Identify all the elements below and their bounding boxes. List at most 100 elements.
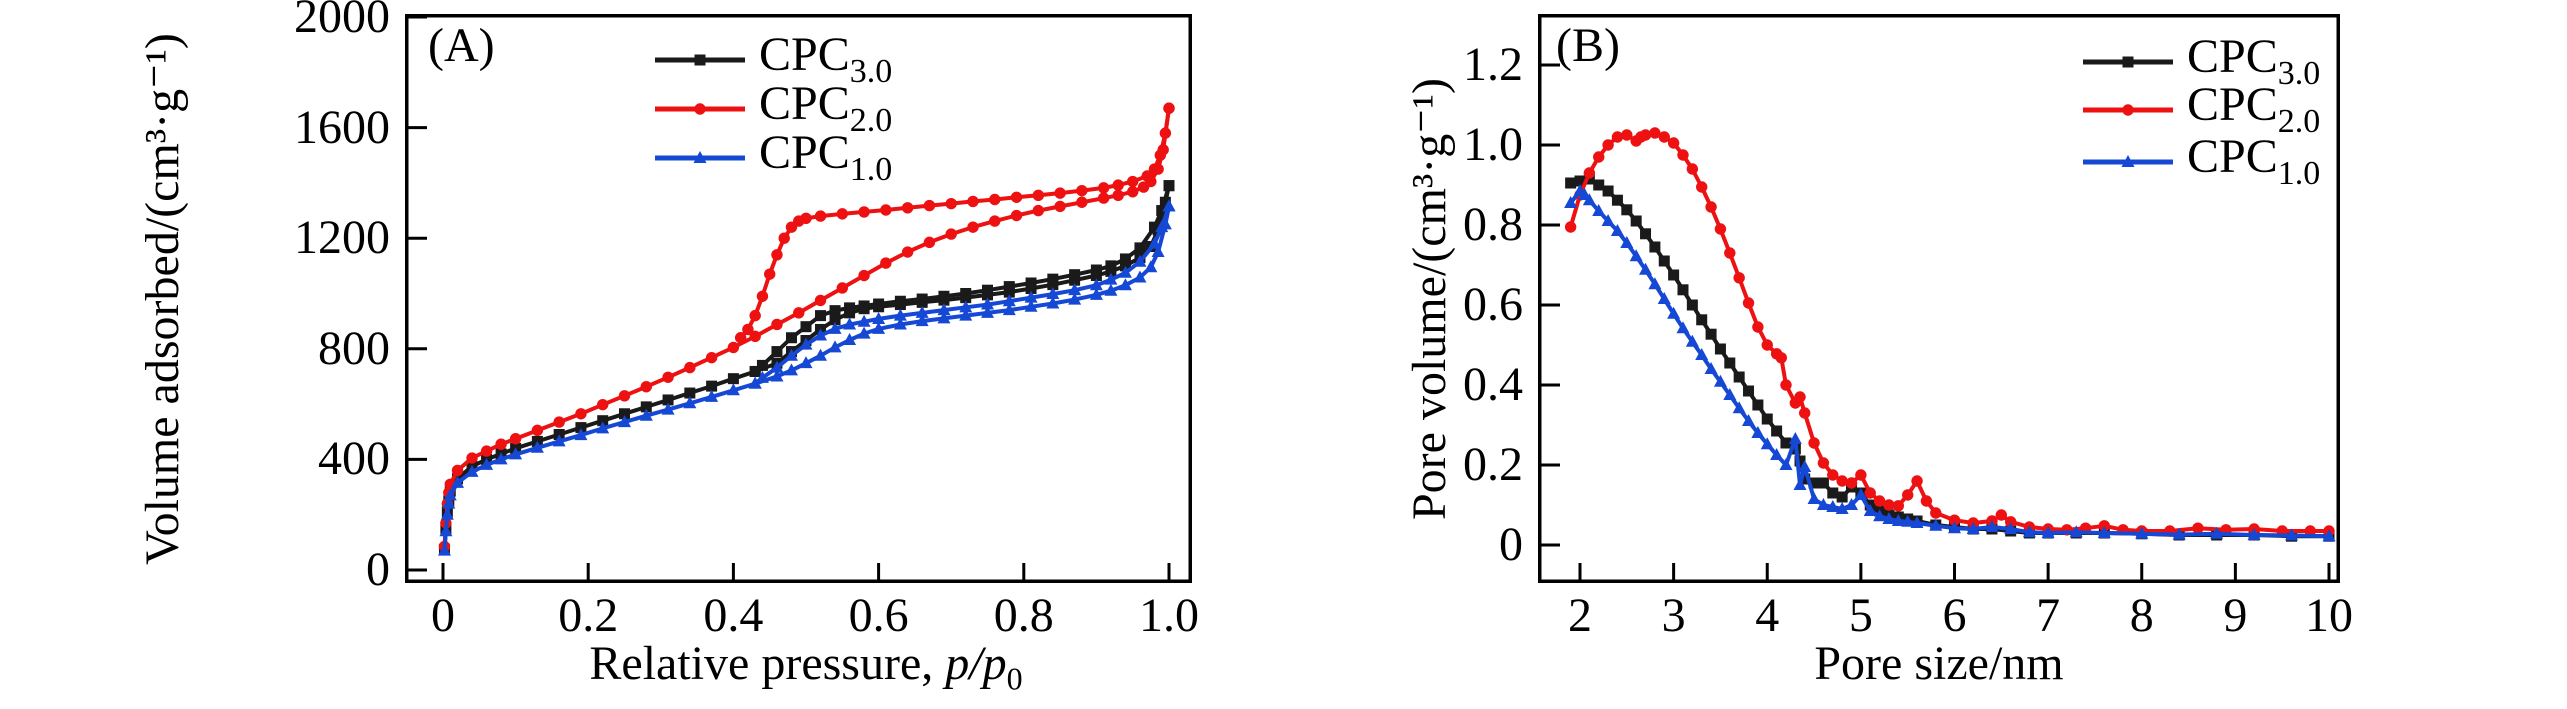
- triangle-marker: [1155, 220, 1169, 233]
- triangle-marker: [1929, 518, 1943, 531]
- panel-a-y-tick-label-2: 800: [318, 321, 390, 375]
- circle-marker: [1799, 407, 1811, 419]
- triangle-marker: [1002, 294, 1016, 307]
- triangle-marker: [1863, 504, 1877, 516]
- circle-marker: [989, 193, 1001, 206]
- triangle-marker: [1835, 502, 1849, 514]
- square-marker: [1159, 196, 1171, 208]
- circle-marker: [618, 390, 631, 402]
- circle-marker: [1159, 127, 1172, 139]
- series-CPC-3.0-line: [1568, 177, 2331, 539]
- circle-marker: [1054, 187, 1066, 199]
- triangle-marker: [1024, 290, 1038, 303]
- circle-marker: [1097, 182, 1110, 194]
- panel-a-x-tick-label-0: 0: [431, 589, 455, 642]
- square-marker: [1574, 175, 1586, 187]
- circle-marker: [451, 464, 464, 477]
- triangle-marker: [1760, 437, 1774, 450]
- circle-marker: [1639, 129, 1652, 141]
- panel-a-x-axis-label: Relative pressure, p/p0: [589, 640, 1022, 695]
- triangle-marker: [726, 383, 740, 396]
- legend-marker-swatch: [655, 151, 745, 163]
- circle-marker: [1930, 507, 1942, 519]
- axes-frame: [405, 14, 1192, 583]
- circle-marker: [880, 204, 892, 216]
- triangle-marker: [748, 376, 762, 389]
- legend-item-cpc-2.0: CPC2.0: [2083, 81, 2320, 139]
- triangle-marker: [439, 524, 453, 537]
- triangle-marker: [959, 308, 973, 321]
- triangle-marker: [1089, 287, 1103, 300]
- triangle-marker: [1002, 303, 1016, 316]
- circle-marker: [771, 318, 783, 331]
- triangle-marker: [1104, 272, 1118, 285]
- triangle-marker: [1620, 236, 1634, 248]
- triangle-marker: [1807, 492, 1821, 504]
- triangle-marker: [451, 475, 465, 488]
- triangle-marker: [1816, 498, 1830, 510]
- triangle-marker: [1910, 516, 1924, 528]
- panel-b-x-tick-label-8: 10: [2305, 589, 2353, 642]
- square-marker: [771, 346, 783, 358]
- square-marker: [1593, 179, 1605, 191]
- legend-item-cpc-1.0: CPC1.0: [2083, 130, 2321, 192]
- legend-marker-swatch: [2083, 56, 2173, 68]
- circle-marker: [967, 221, 979, 233]
- circle-marker: [1892, 500, 1905, 512]
- square-marker: [1621, 204, 1633, 216]
- square-marker: [1565, 177, 1577, 189]
- panel-a-y-tick-label-1: 400: [318, 432, 390, 486]
- circle-marker: [509, 432, 522, 445]
- triangle-marker: [2041, 526, 2055, 538]
- circle-marker: [1995, 509, 2008, 521]
- circle-marker: [778, 232, 790, 244]
- circle-marker: [684, 361, 696, 374]
- square-marker: [1761, 413, 1773, 425]
- square-marker: [1069, 274, 1081, 286]
- square-marker: [916, 293, 928, 305]
- legend-label: CPC1.0: [2187, 130, 2321, 192]
- triangle-marker: [1610, 224, 1624, 236]
- circle-marker: [1112, 179, 1124, 191]
- circle-marker: [1920, 495, 1933, 507]
- panel-b-y-tick-label-6: 1.2: [1463, 38, 1523, 91]
- square-marker: [1808, 477, 1820, 489]
- triangle-marker: [1732, 401, 1746, 414]
- panel-b-y-tick-label-1: 0.2: [1463, 438, 1523, 491]
- circle-marker: [836, 282, 848, 294]
- panel-b-x-label-text: Pore size/nm: [1814, 637, 2064, 690]
- circle-marker: [1032, 204, 1045, 217]
- square-marker: [844, 302, 856, 314]
- circle-marker: [1564, 221, 1577, 233]
- triangle-marker: [1601, 214, 1615, 226]
- circle-marker: [1611, 131, 1624, 143]
- panel-a-y-tick-label-4: 1600: [294, 100, 390, 154]
- triangle-marker: [661, 402, 675, 415]
- panel-b-plot: [1538, 14, 2340, 583]
- legend-marker-swatch: [655, 54, 745, 66]
- square-marker: [1799, 473, 1811, 485]
- square-marker: [1602, 185, 1614, 197]
- triangle-marker: [1873, 509, 1887, 522]
- circle-marker: [1686, 163, 1699, 175]
- circle-marker: [1667, 137, 1680, 149]
- triangle-marker: [1089, 278, 1103, 291]
- triangle-marker: [442, 496, 456, 509]
- circle-marker: [742, 323, 754, 336]
- square-marker: [1163, 180, 1175, 192]
- triangle-marker: [1151, 245, 1165, 258]
- circle-marker: [694, 103, 706, 115]
- square-marker: [829, 314, 841, 326]
- triangle-marker: [693, 151, 707, 163]
- axes-frame: [1538, 14, 2340, 583]
- circle-marker: [466, 452, 478, 464]
- triangle-marker: [1118, 278, 1132, 291]
- circle-marker: [575, 408, 587, 420]
- triangle-marker: [872, 311, 886, 324]
- square-marker: [1640, 228, 1652, 240]
- triangle-marker: [574, 428, 588, 441]
- circle-marker: [1141, 170, 1153, 182]
- triangle-marker: [843, 317, 857, 330]
- circle-marker: [1658, 131, 1670, 143]
- circle-marker: [1010, 209, 1023, 222]
